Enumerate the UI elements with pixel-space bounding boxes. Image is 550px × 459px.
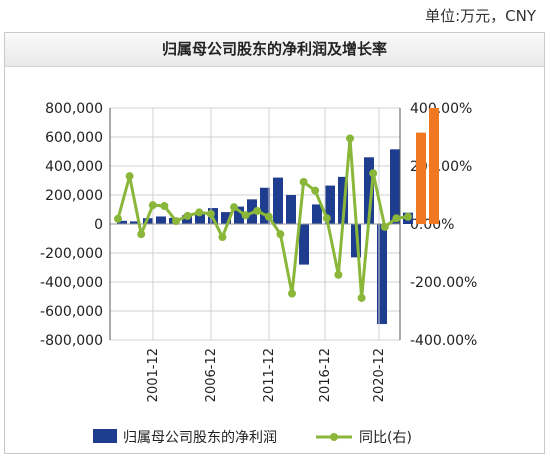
bar xyxy=(325,185,335,224)
x-tick-label: 2020-12 xyxy=(372,348,387,402)
x-tick-label: 2016-12 xyxy=(318,348,333,402)
y-right-tick-label: -400.00% xyxy=(410,333,477,349)
y-left-tick-label: 800,000 xyxy=(45,101,103,117)
y-right-tick-label: 400.00% xyxy=(410,101,472,117)
chart-title: 归属母公司股东的净利润及增长率 xyxy=(5,33,544,67)
bar xyxy=(377,224,387,325)
growth-point xyxy=(322,214,331,223)
growth-point xyxy=(369,169,378,178)
growth-point xyxy=(160,202,169,211)
bar xyxy=(416,132,426,224)
x-tick-label: 2001-12 xyxy=(146,348,161,402)
growth-point xyxy=(218,233,227,242)
growth-point xyxy=(264,212,273,221)
y-left-tick-label: -400,000 xyxy=(40,275,103,291)
y-left-tick-label: 0 xyxy=(94,217,103,233)
growth-point xyxy=(299,177,308,186)
unit-label: 单位:万元，CNY xyxy=(425,7,536,25)
y-left-tick-label: -600,000 xyxy=(40,304,103,320)
x-tick-label: 2011-12 xyxy=(262,348,277,402)
growth-point xyxy=(288,289,296,298)
growth-point xyxy=(125,172,134,181)
growth-point xyxy=(357,293,366,302)
legend-line-label: 同比(右) xyxy=(359,430,412,446)
bar xyxy=(429,108,439,224)
legend-line-marker xyxy=(330,433,338,441)
bar xyxy=(299,224,309,265)
bar xyxy=(195,213,205,224)
growth-point xyxy=(346,134,354,143)
bar xyxy=(260,187,270,224)
y-left-tick-label: -200,000 xyxy=(40,246,103,262)
bar xyxy=(312,204,322,224)
bar xyxy=(130,221,140,224)
growth-point xyxy=(195,208,204,217)
bar xyxy=(390,149,400,224)
bar xyxy=(221,212,231,224)
bar xyxy=(286,195,296,224)
y-left-tick-label: 600,000 xyxy=(45,130,103,146)
legend-bar-swatch xyxy=(93,429,117,443)
growth-point xyxy=(311,186,320,195)
y-right-tick-label: -200.00% xyxy=(410,275,477,291)
growth-point xyxy=(392,214,401,223)
bar xyxy=(156,216,166,224)
growth-point xyxy=(241,211,250,220)
growth-point xyxy=(183,211,192,220)
growth-point xyxy=(276,230,285,239)
growth-point xyxy=(334,270,343,279)
bar xyxy=(338,176,348,224)
growth-point xyxy=(380,222,389,231)
growth-point xyxy=(206,209,215,218)
bar xyxy=(364,157,374,224)
growth-point xyxy=(404,212,412,221)
y-left-tick-label: 400,000 xyxy=(45,159,103,175)
y-left-tick-label: 200,000 xyxy=(45,188,103,204)
growth-point xyxy=(230,203,238,212)
bar xyxy=(234,206,244,224)
growth-point xyxy=(172,217,180,226)
x-tick-label: 2006-12 xyxy=(204,348,219,402)
growth-point xyxy=(253,206,262,215)
bar xyxy=(117,220,127,224)
y-left-tick-label: -800,000 xyxy=(40,333,103,349)
legend-bar-label: 归属母公司股东的净利润 xyxy=(123,429,277,446)
growth-point xyxy=(114,214,122,223)
growth-point xyxy=(148,201,157,210)
bar xyxy=(273,177,283,224)
growth-point xyxy=(137,230,146,239)
